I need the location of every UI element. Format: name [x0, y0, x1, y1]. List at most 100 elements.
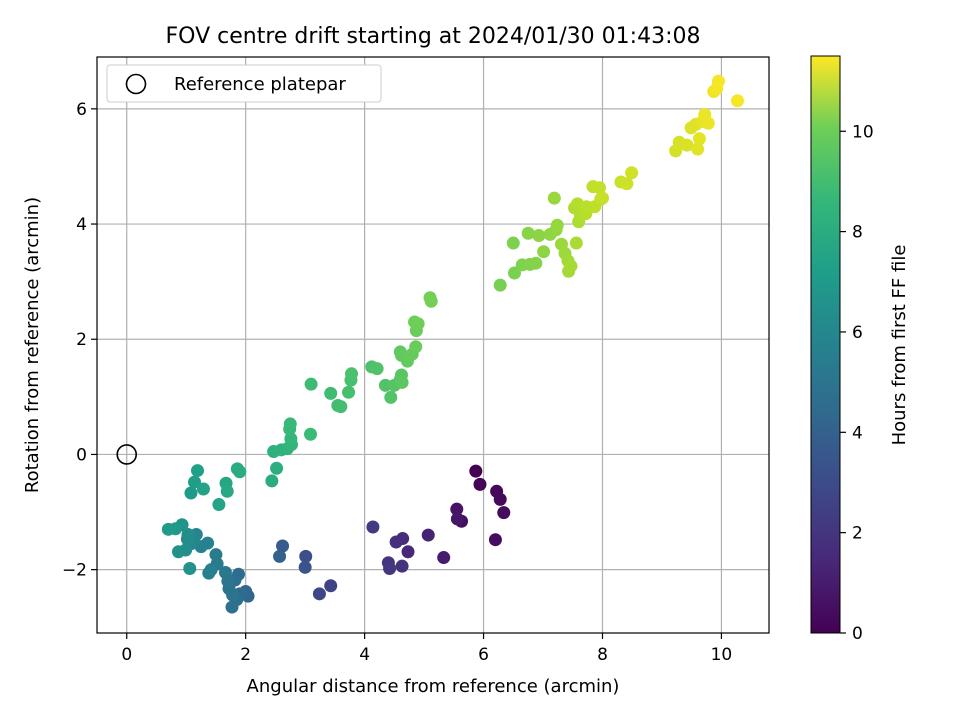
colorbar-tick-label: 0 — [852, 624, 863, 644]
data-point — [218, 566, 232, 580]
colorbar-tick-label: 6 — [852, 323, 863, 343]
data-point — [324, 386, 338, 400]
y-tick-label: 6 — [76, 100, 87, 120]
data-point — [506, 236, 520, 250]
data-point — [384, 390, 398, 404]
data-point — [209, 548, 223, 562]
data-point — [383, 561, 397, 575]
data-point — [493, 278, 507, 292]
data-point — [191, 464, 205, 478]
data-point — [569, 236, 583, 250]
data-point — [550, 218, 564, 232]
data-point — [273, 549, 287, 563]
data-point — [564, 259, 578, 273]
colorbar-gradient — [810, 55, 841, 634]
data-point — [225, 600, 239, 614]
data-point — [521, 226, 535, 240]
x-tick-label: 6 — [478, 645, 489, 665]
data-point — [202, 566, 216, 580]
data-point — [532, 229, 546, 243]
data-point — [345, 367, 359, 381]
data-point — [411, 317, 425, 331]
data-point — [389, 535, 403, 549]
x-tick-label: 10 — [711, 645, 733, 665]
data-point — [424, 294, 438, 308]
x-axis: 0 2 4 6 8 10 — [121, 633, 732, 665]
data-point — [284, 432, 298, 446]
data-point — [283, 417, 297, 431]
data-point — [401, 545, 415, 559]
data-point — [370, 362, 384, 376]
data-point — [183, 561, 197, 575]
data-point — [595, 191, 609, 205]
legend-label: Reference platepar — [174, 74, 346, 95]
data-point — [312, 587, 326, 601]
data-point — [469, 464, 483, 478]
y-tick-label: 0 — [76, 445, 87, 465]
colorbar-tick-label: 10 — [852, 122, 874, 142]
x-tick-label: 8 — [597, 645, 608, 665]
data-point — [395, 559, 409, 573]
colorbar: 0 2 4 6 8 10 Hours from first FF file — [810, 55, 910, 644]
data-point — [691, 142, 705, 156]
data-point — [493, 492, 507, 506]
x-tick-label: 0 — [121, 645, 132, 665]
y-tick-label: 2 — [76, 330, 87, 350]
data-point — [366, 520, 380, 534]
colorbar-tick-label: 4 — [852, 423, 863, 443]
data-point — [188, 475, 202, 489]
colorbar-tick-label: 2 — [852, 524, 863, 544]
data-point — [620, 177, 634, 191]
data-point — [276, 539, 290, 553]
data-point — [334, 400, 348, 414]
data-point — [450, 512, 464, 526]
y-tick-label: −2 — [62, 561, 87, 581]
reference-point — [116, 444, 138, 465]
legend-box — [106, 64, 382, 103]
plot-frame — [96, 56, 770, 634]
y-axis: −2 0 2 4 6 — [62, 100, 97, 581]
x-tick-label: 2 — [240, 645, 251, 665]
data-point — [625, 166, 639, 180]
data-point — [450, 502, 464, 516]
data-point — [437, 551, 451, 565]
data-points — [161, 74, 744, 614]
data-point — [171, 545, 185, 559]
data-point — [488, 533, 502, 547]
data-point — [303, 427, 317, 441]
data-point — [378, 378, 392, 392]
data-point — [304, 377, 318, 391]
data-point — [196, 482, 210, 496]
data-point — [701, 116, 715, 130]
data-point — [497, 506, 511, 520]
data-point — [692, 132, 706, 146]
data-point — [409, 340, 423, 354]
data-point — [730, 94, 744, 108]
data-point — [324, 579, 338, 593]
data-point — [299, 549, 313, 563]
y-tick-label: 4 — [76, 215, 87, 235]
data-point — [537, 245, 551, 259]
data-point — [298, 560, 312, 574]
data-point — [680, 138, 694, 152]
legend-marker — [125, 73, 147, 95]
data-point — [265, 474, 279, 488]
colorbar-label: Hours from first FF file — [889, 245, 910, 446]
x-axis-label: Angular distance from reference (arcmin) — [247, 676, 620, 697]
x-tick-label: 4 — [359, 645, 370, 665]
data-point — [220, 484, 234, 498]
data-point — [161, 522, 175, 536]
data-point — [473, 477, 487, 491]
data-point — [270, 461, 284, 475]
y-axis-label: Rotation from reference (arcmin) — [22, 197, 43, 493]
data-point — [342, 385, 356, 399]
data-point — [529, 256, 543, 270]
data-point — [507, 266, 521, 280]
data-point — [421, 528, 435, 542]
data-point — [233, 465, 247, 479]
colorbar-ticks: 0 2 4 6 8 10 — [840, 122, 874, 644]
data-point — [547, 191, 561, 205]
colorbar-tick-label: 8 — [852, 223, 863, 243]
data-point — [395, 375, 409, 389]
